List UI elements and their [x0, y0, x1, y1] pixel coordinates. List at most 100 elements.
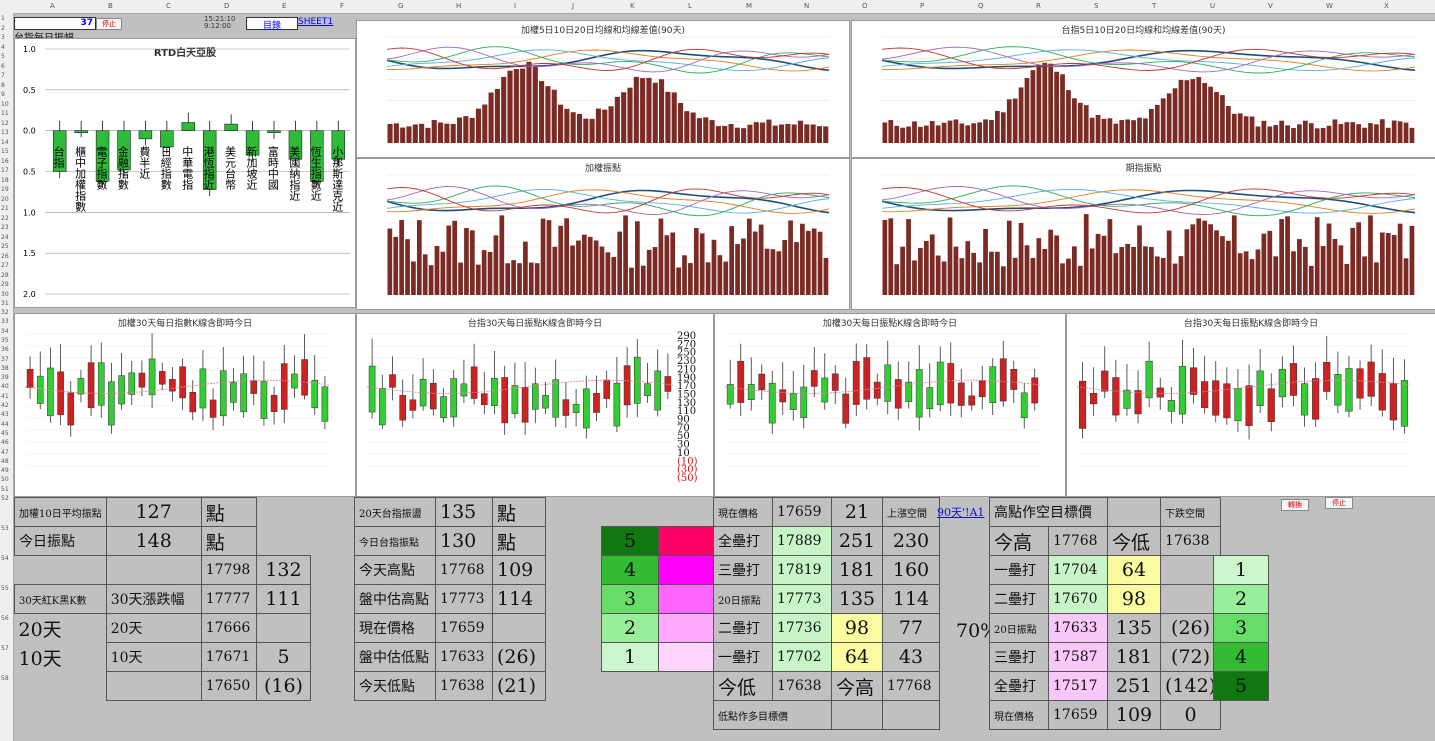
name-box[interactable]: 37	[14, 17, 96, 30]
sheet-90d-link[interactable]: 90天'!A1	[937, 506, 985, 519]
row-number[interactable]: 51	[1, 485, 9, 493]
row-number[interactable]: 5	[1, 53, 5, 60]
row-number[interactable]: 53	[1, 525, 9, 532]
column-letter[interactable]: I	[514, 2, 517, 10]
row-number[interactable]: 14	[1, 138, 9, 146]
row-number[interactable]: 49	[1, 467, 9, 475]
row-number[interactable]: 40	[1, 383, 9, 391]
column-letter[interactable]: G	[398, 2, 404, 10]
row-number[interactable]: 54	[1, 555, 9, 562]
bar	[912, 260, 917, 295]
column-letter[interactable]: V	[1268, 2, 1273, 10]
column-letter[interactable]: A	[50, 2, 55, 10]
column-letter[interactable]: O	[862, 2, 868, 10]
row-number[interactable]: 19	[1, 186, 9, 193]
row-number[interactable]: 15	[1, 148, 9, 155]
row-number[interactable]: 27	[1, 262, 9, 269]
row-number[interactable]: 48	[1, 457, 9, 465]
column-letter[interactable]: N	[804, 2, 810, 10]
row-number[interactable]: 3	[1, 34, 5, 41]
column-letter[interactable]: X	[1384, 2, 1389, 10]
row-number[interactable]: 50	[1, 476, 9, 484]
column-letter[interactable]: J	[572, 2, 575, 10]
column-letter[interactable]: P	[920, 2, 925, 10]
row-number[interactable]: 12	[1, 119, 9, 127]
catalog-link[interactable]: 目錄	[246, 17, 298, 31]
bar	[1385, 127, 1391, 143]
row-number[interactable]: 6	[1, 62, 5, 70]
stop-button[interactable]: 停止	[96, 18, 122, 30]
row-number[interactable]: 28	[1, 271, 9, 279]
row-number[interactable]: 20	[1, 195, 9, 203]
row-number[interactable]: 56	[1, 615, 9, 622]
row-number[interactable]: 41	[1, 392, 9, 400]
row-number[interactable]: 7	[1, 72, 5, 79]
row-number[interactable]: 2	[1, 24, 5, 32]
row-number[interactable]: 42	[1, 402, 9, 409]
row-number[interactable]: 32	[1, 309, 9, 316]
row-number[interactable]: 52	[1, 495, 9, 502]
column-letter[interactable]: E	[282, 2, 287, 10]
bar	[523, 241, 528, 295]
label-weighted-avg: 加權10日平均振點	[14, 497, 107, 527]
row-number[interactable]: 16	[1, 157, 9, 165]
row-number[interactable]: 47	[1, 448, 9, 456]
row-number[interactable]: 4	[1, 43, 5, 51]
row-number[interactable]: 33	[1, 318, 9, 326]
row-number[interactable]: 1	[1, 15, 5, 22]
row-number[interactable]: 44	[1, 420, 9, 428]
row-number[interactable]: 37	[1, 355, 9, 363]
column-letter[interactable]: B	[108, 2, 113, 10]
column-letter[interactable]: R	[1036, 2, 1041, 10]
row-number[interactable]: 36	[1, 346, 9, 354]
row-number[interactable]: 30	[1, 290, 9, 298]
row-number[interactable]: 34	[1, 327, 9, 335]
convert-button[interactable]: 轉換	[1281, 499, 1309, 511]
column-letter[interactable]: D	[224, 2, 230, 10]
column-letter[interactable]: L	[688, 2, 692, 10]
row-number[interactable]: 31	[1, 300, 9, 307]
bar	[475, 108, 482, 143]
row-number[interactable]: 57	[1, 645, 9, 652]
column-letter[interactable]: T	[1152, 2, 1157, 10]
column-letter[interactable]: S	[1094, 2, 1099, 10]
row-number[interactable]: 55	[1, 585, 9, 592]
column-letter[interactable]: M	[746, 2, 753, 10]
row-number[interactable]: 11	[1, 110, 9, 117]
row-number[interactable]: 39	[1, 374, 9, 382]
row-number[interactable]: 8	[1, 81, 5, 89]
candle	[1212, 380, 1220, 416]
row-number[interactable]: 43	[1, 411, 9, 419]
column-letter[interactable]: F	[340, 2, 345, 10]
row-number[interactable]: 9	[1, 91, 5, 98]
row-number[interactable]: 18	[1, 176, 9, 184]
row-number[interactable]: 45	[1, 429, 9, 437]
row-number[interactable]: 10	[1, 100, 9, 108]
row-number[interactable]: 23	[1, 224, 9, 231]
row-number[interactable]: 25	[1, 243, 9, 250]
row-number[interactable]: 29	[1, 281, 9, 288]
row-number[interactable]: 13	[1, 129, 9, 136]
row-number[interactable]: 58	[1, 675, 9, 682]
column-letter[interactable]: C	[166, 2, 171, 10]
column-letter[interactable]: K	[630, 2, 635, 10]
row-number[interactable]: 17	[1, 167, 9, 174]
column-letter[interactable]: W	[1326, 2, 1333, 10]
k-chart-weighted-30d-svg	[24, 333, 331, 467]
row-number[interactable]: 46	[1, 439, 9, 447]
row-number[interactable]: 38	[1, 364, 9, 372]
stop-button-2[interactable]: 停止	[1325, 497, 1353, 509]
bar	[446, 225, 452, 295]
column-letter[interactable]: U	[1210, 2, 1216, 10]
row-number[interactable]: 35	[1, 336, 9, 344]
sheet1-link[interactable]: SHEET1	[298, 17, 334, 27]
column-letter[interactable]: Q	[978, 2, 984, 10]
row-number[interactable]: 24	[1, 233, 9, 241]
candle	[399, 395, 407, 421]
row-number[interactable]: 26	[1, 252, 9, 260]
column-letter[interactable]: H	[456, 2, 462, 10]
series-line	[386, 189, 830, 214]
row-number[interactable]: 22	[1, 214, 9, 222]
bar	[494, 88, 500, 143]
row-number[interactable]: 21	[1, 205, 9, 212]
